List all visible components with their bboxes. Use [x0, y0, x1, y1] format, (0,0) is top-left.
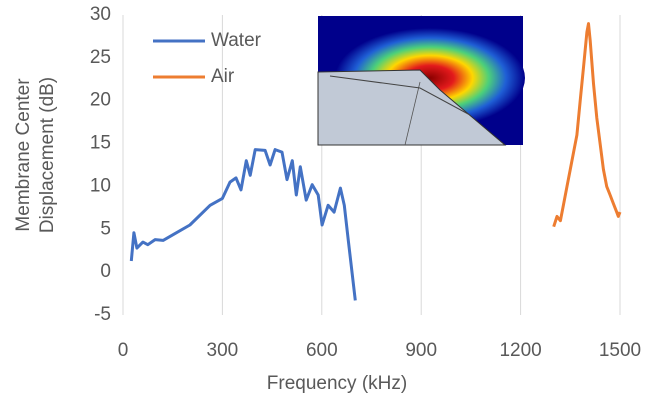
y-tick-label: 15	[90, 133, 111, 154]
y-tick-label: 0	[100, 261, 111, 282]
x-tick-label: 300	[207, 340, 239, 361]
y-tick-label: 25	[90, 47, 111, 68]
y-tick-label: 30	[90, 4, 111, 25]
series-line	[554, 24, 620, 227]
legend-label: Water	[211, 30, 262, 51]
y-tick-label: -5	[94, 304, 111, 325]
chart: Frequency (kHz) 0 300 600 900 1200 1500 -5 0 5 10…	[0, 0, 646, 396]
x-tick-label: 600	[306, 340, 338, 361]
y-tick-label: 5	[100, 218, 111, 239]
x-tick-label: 900	[405, 340, 437, 361]
x-tick-label: 1200	[499, 340, 541, 361]
y-tick-label: 20	[90, 90, 111, 111]
x-axis-label: Frequency (kHz)	[267, 373, 407, 394]
x-tick-label: 1500	[599, 340, 641, 361]
chart-wrap: Frequency (kHz) 0 300 600 900 1200 1500 -5 0 5 10…	[0, 0, 646, 396]
y-tick-label: 10	[90, 175, 111, 196]
x-tick-label: 0	[118, 340, 129, 361]
y-axis-label: Membrane Center Displacement (dB)	[12, 50, 62, 260]
inset-simulation	[318, 16, 525, 145]
legend-label: Air	[211, 66, 235, 87]
